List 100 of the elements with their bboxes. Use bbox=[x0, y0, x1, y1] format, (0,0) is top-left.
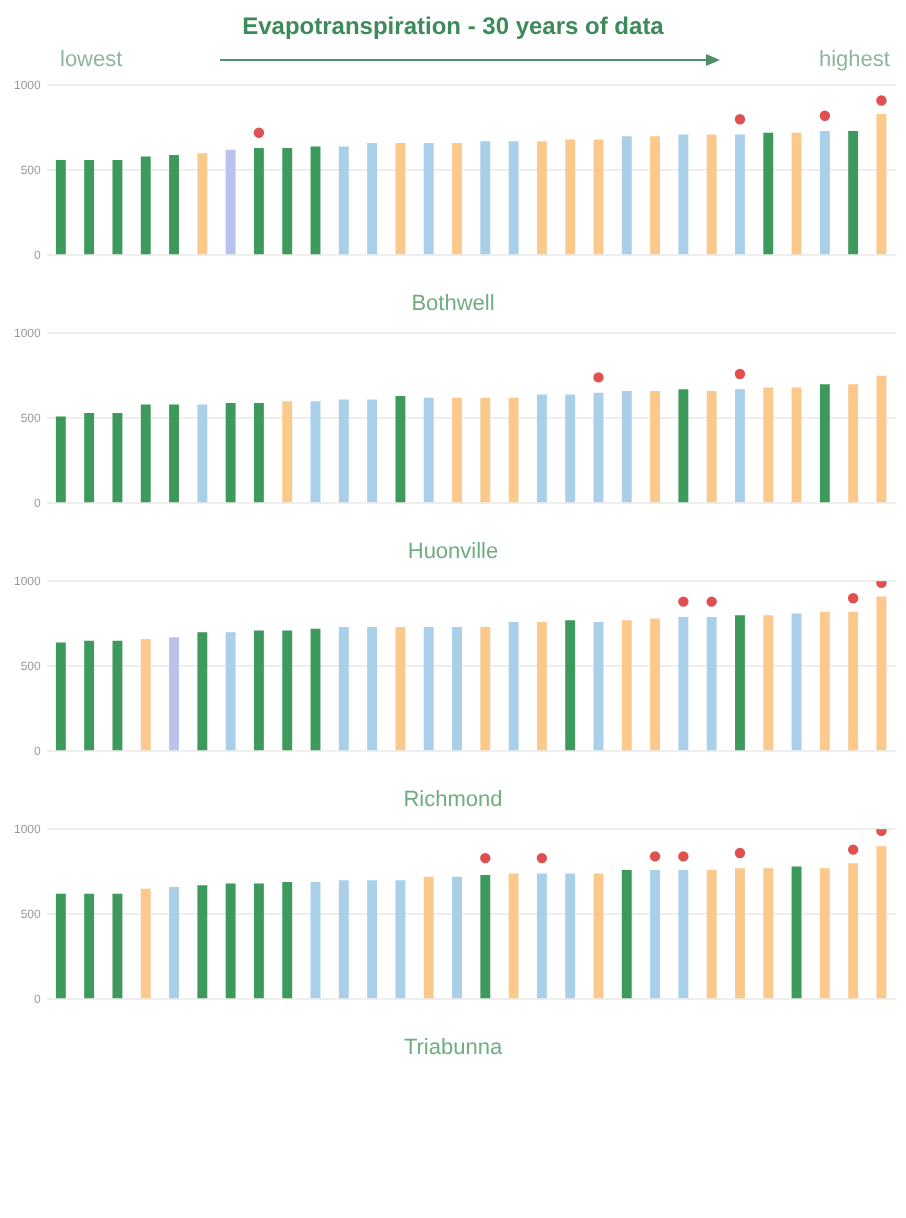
bar bbox=[763, 132, 774, 255]
bar bbox=[508, 873, 519, 999]
bar bbox=[480, 875, 491, 999]
bar bbox=[621, 620, 632, 751]
bar bbox=[735, 134, 745, 255]
bar bbox=[112, 413, 123, 503]
bar bbox=[253, 883, 264, 999]
bar bbox=[848, 131, 859, 255]
bar bbox=[84, 413, 95, 503]
bar bbox=[791, 387, 802, 503]
bar bbox=[650, 391, 661, 503]
bar bbox=[282, 630, 293, 751]
bar bbox=[480, 627, 491, 751]
bar bbox=[650, 870, 661, 999]
bar bbox=[338, 399, 349, 503]
bar bbox=[310, 401, 321, 503]
x-axis-title: Bothwell bbox=[409, 292, 497, 320]
bar bbox=[452, 876, 462, 999]
bar bbox=[706, 134, 717, 255]
bar bbox=[169, 887, 179, 999]
bar bbox=[565, 394, 576, 503]
bar bbox=[650, 618, 661, 751]
bar bbox=[169, 404, 179, 503]
point bbox=[819, 110, 831, 121]
bar bbox=[395, 627, 406, 751]
bar bbox=[55, 893, 66, 999]
bar bbox=[197, 404, 208, 503]
bar bbox=[338, 627, 349, 751]
bar bbox=[84, 160, 95, 255]
bar bbox=[735, 615, 745, 751]
bar bbox=[197, 153, 208, 255]
bar bbox=[253, 148, 264, 255]
bar bbox=[508, 141, 519, 255]
bar bbox=[140, 639, 151, 751]
bar bbox=[423, 876, 434, 999]
bar bbox=[763, 615, 774, 751]
bar bbox=[367, 143, 378, 255]
bar bbox=[876, 846, 887, 999]
bar bbox=[791, 132, 802, 255]
bar bbox=[140, 888, 151, 999]
bar bbox=[819, 131, 830, 255]
bar bbox=[593, 622, 604, 751]
bar bbox=[84, 640, 95, 751]
bar bbox=[84, 893, 95, 999]
bar bbox=[55, 642, 66, 751]
chart-title: Evapotranspiration - 30 years of data bbox=[240, 10, 666, 40]
bar bbox=[423, 627, 434, 751]
bar bbox=[819, 868, 830, 999]
bar bbox=[678, 134, 689, 255]
bar bbox=[508, 397, 519, 503]
bar bbox=[593, 392, 604, 503]
bar bbox=[763, 868, 774, 999]
bar bbox=[565, 139, 576, 255]
bar bbox=[225, 402, 236, 503]
bar bbox=[678, 870, 689, 999]
bar bbox=[706, 391, 717, 503]
bar bbox=[367, 627, 378, 751]
bar bbox=[621, 870, 632, 999]
bar bbox=[225, 149, 236, 255]
bar bbox=[791, 613, 802, 751]
bar bbox=[791, 866, 802, 999]
bar bbox=[282, 401, 293, 503]
bar bbox=[169, 154, 179, 255]
bar bbox=[112, 160, 123, 255]
bar bbox=[112, 640, 123, 751]
bar bbox=[395, 143, 406, 255]
bar bbox=[225, 883, 236, 999]
x-axis-title: Triabunna bbox=[401, 1036, 505, 1064]
bar bbox=[621, 391, 632, 503]
bar bbox=[395, 880, 406, 999]
bar bbox=[848, 384, 859, 503]
bar bbox=[593, 139, 604, 255]
point bbox=[876, 95, 887, 106]
bar bbox=[112, 893, 123, 999]
bar bbox=[310, 146, 321, 255]
point bbox=[734, 114, 746, 125]
bar bbox=[310, 881, 321, 999]
bar bbox=[735, 389, 745, 503]
bar bbox=[536, 394, 547, 503]
bar bbox=[678, 389, 689, 503]
bar bbox=[678, 616, 689, 751]
bar bbox=[480, 141, 491, 255]
point bbox=[253, 127, 265, 138]
bar bbox=[423, 397, 434, 503]
bar bbox=[536, 141, 547, 255]
bar bbox=[536, 622, 547, 751]
bar bbox=[282, 881, 293, 999]
bar bbox=[876, 596, 887, 751]
bar bbox=[565, 620, 576, 751]
bar bbox=[225, 632, 236, 751]
bar bbox=[55, 160, 66, 255]
bar bbox=[253, 402, 264, 503]
bar bbox=[197, 885, 208, 999]
bar bbox=[706, 616, 717, 751]
bar bbox=[480, 397, 491, 503]
bar bbox=[876, 114, 887, 255]
bar bbox=[650, 136, 661, 255]
bar bbox=[763, 387, 774, 503]
bar bbox=[253, 630, 264, 751]
bar bbox=[282, 148, 293, 255]
